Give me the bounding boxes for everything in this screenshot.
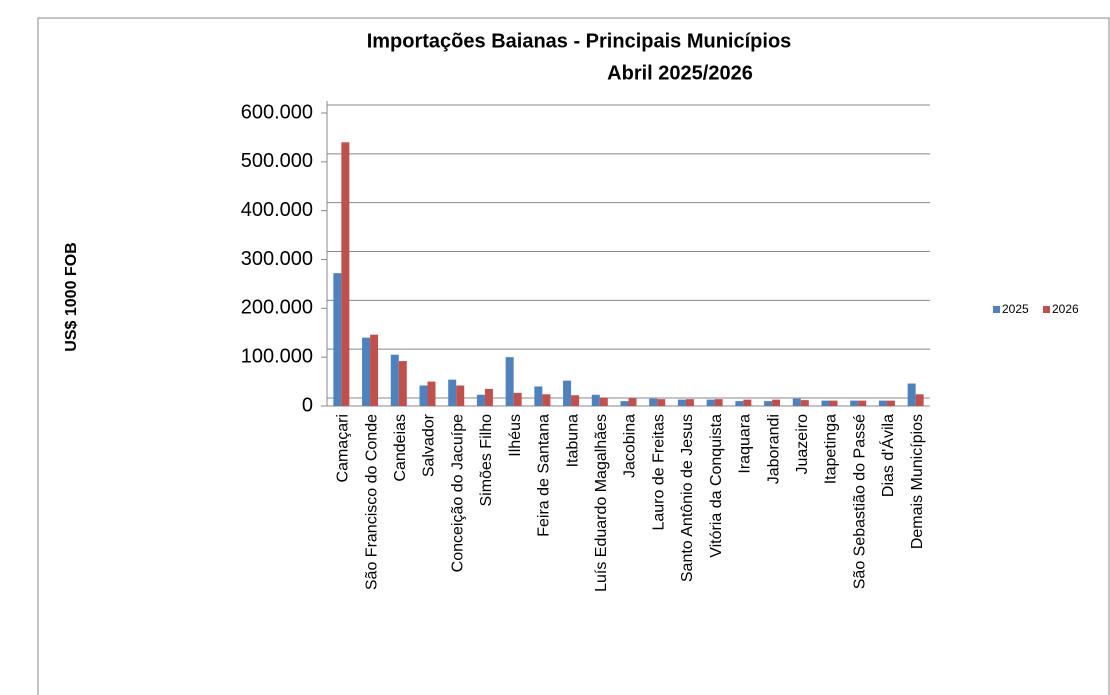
x-tick-label: Itapetinga <box>823 414 840 484</box>
bar <box>735 401 744 406</box>
y-tick-label: 400.000 <box>241 199 313 221</box>
x-tick-label: Demais Municípios <box>909 414 926 549</box>
x-tick-label: São Francisco do Conde <box>363 414 380 590</box>
y-axis-title: US$ 1000 FOB <box>63 242 80 351</box>
y-tick-label: 200.000 <box>241 297 313 319</box>
chart-frame <box>37 17 1110 695</box>
x-tick-label: Iraquara <box>737 414 754 474</box>
chart-title: Importações Baianas - Principais Municíp… <box>367 30 792 52</box>
x-tick-label: Candeias <box>392 414 409 482</box>
bar <box>419 385 428 406</box>
bar <box>649 398 658 406</box>
bar <box>427 381 436 406</box>
x-tick-label: Simões Filho <box>478 414 495 507</box>
bar <box>542 394 551 406</box>
bar <box>714 399 723 406</box>
bar <box>685 399 694 406</box>
x-tick-label: Jaborandi <box>765 414 782 484</box>
bar <box>448 379 457 406</box>
bar <box>398 361 407 406</box>
bar <box>858 400 867 406</box>
legend-label: 2026 <box>1052 302 1079 316</box>
bar <box>599 397 608 406</box>
bar <box>505 357 514 406</box>
bar <box>534 386 543 406</box>
x-tick-label: Vitória da Conquista <box>708 414 725 558</box>
bar <box>513 392 522 406</box>
bar <box>850 400 859 406</box>
y-tick-label: 300.000 <box>241 248 313 270</box>
bar <box>764 401 773 406</box>
y-tick-label: 0 <box>302 394 313 416</box>
bar <box>706 399 715 406</box>
bar <box>821 400 830 406</box>
x-tick-label: Juazeiro <box>794 414 811 475</box>
bar <box>743 399 752 406</box>
x-tick-label: Ilhéus <box>507 414 524 457</box>
bar <box>772 399 781 406</box>
bar <box>829 400 838 406</box>
y-tick-label: 600.000 <box>241 101 313 123</box>
x-tick-label: Salvador <box>421 413 438 477</box>
bar <box>677 399 686 406</box>
x-tick-label: Feira de Santana <box>536 414 553 537</box>
bar <box>333 273 342 406</box>
legend-swatch <box>993 306 1000 313</box>
bar <box>341 142 350 407</box>
legend-swatch <box>1043 306 1050 313</box>
x-tick-label: Camaçari <box>335 414 352 482</box>
bar <box>456 385 465 406</box>
x-tick-label: Dias d'Ávila <box>878 414 897 497</box>
bar <box>878 400 887 406</box>
bar <box>800 400 809 406</box>
bar <box>657 399 666 406</box>
bar <box>476 394 485 406</box>
bar <box>915 394 924 406</box>
bar <box>591 394 600 406</box>
bar <box>571 395 580 406</box>
y-tick-label: 100.000 <box>241 345 313 367</box>
x-tick-label: São Sebastião do Passé <box>851 414 868 589</box>
x-tick-label: Santo Antônio de Jesus <box>679 414 696 582</box>
bar <box>563 380 572 406</box>
y-tick-label: 500.000 <box>241 150 313 172</box>
bar <box>362 337 371 406</box>
x-tick-label: Jacobina <box>622 414 639 478</box>
x-tick-label: Luís Eduardo Magalhães <box>593 414 610 592</box>
bar <box>886 400 895 406</box>
x-tick-label: Lauro de Freitas <box>650 414 667 531</box>
bar <box>390 354 399 406</box>
bar <box>484 388 493 406</box>
x-tick-label: Itabuna <box>564 414 581 467</box>
bar <box>620 401 629 406</box>
bar <box>370 334 379 406</box>
bar <box>792 398 801 406</box>
x-tick-label: Conceição do Jacuípe <box>449 414 466 572</box>
chart-subtitle: Abril 2025/2026 <box>607 62 753 84</box>
legend-label: 2025 <box>1002 302 1029 316</box>
bar <box>907 383 916 406</box>
bar <box>628 398 637 406</box>
